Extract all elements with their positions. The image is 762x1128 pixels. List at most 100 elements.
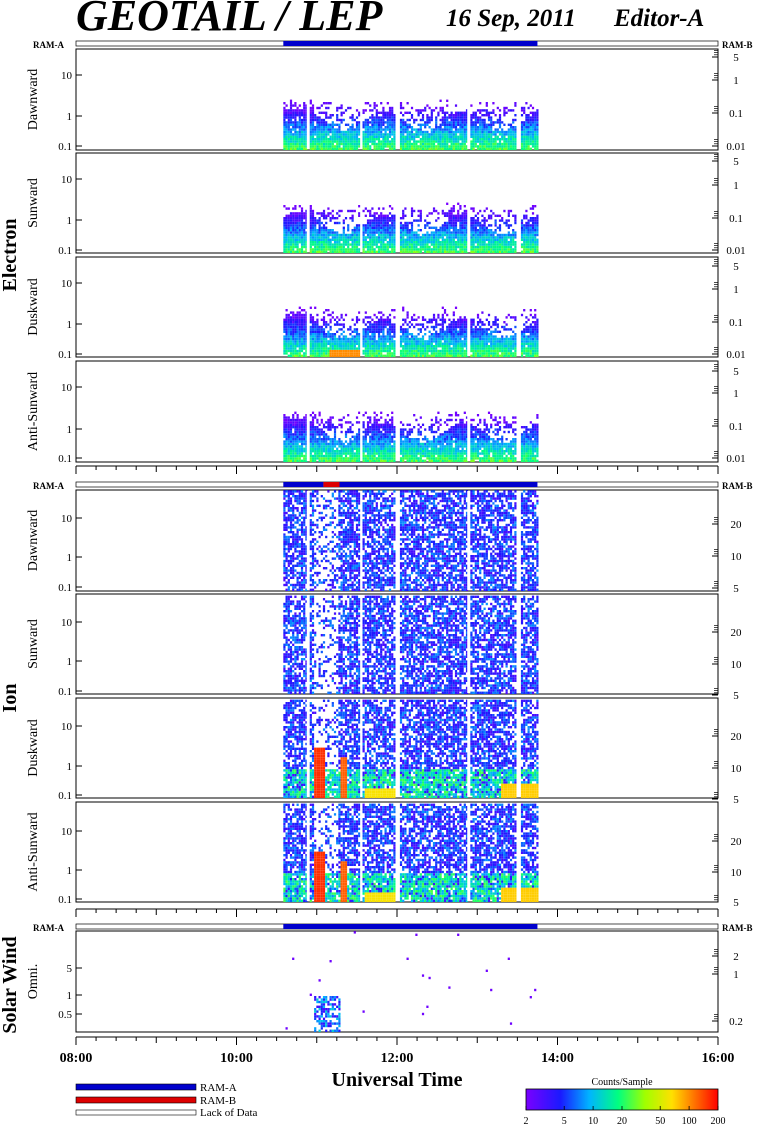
heatmap-cell xyxy=(488,133,490,135)
heatmap-cell xyxy=(303,246,305,248)
heatmap-cell xyxy=(292,236,294,238)
heatmap-cell xyxy=(332,136,334,138)
heatmap-cell xyxy=(319,227,321,229)
heatmap-cell xyxy=(473,248,475,250)
heatmap-cell xyxy=(431,248,433,250)
heatmap-cell xyxy=(301,345,303,347)
heatmap-cell xyxy=(352,217,354,219)
heatmap-cell xyxy=(473,227,475,229)
heatmap-cell xyxy=(358,229,360,231)
heatmap-cell xyxy=(312,234,314,236)
heatmap-cell xyxy=(475,116,477,118)
heatmap-cell xyxy=(288,219,290,221)
heatmap-cell xyxy=(376,104,378,106)
heatmap-cell xyxy=(424,145,426,147)
heatmap-cell xyxy=(332,229,334,231)
heatmap-cell xyxy=(523,227,525,229)
heatmap-cell xyxy=(323,131,325,133)
heatmap-cell xyxy=(330,343,332,345)
heatmap-cell xyxy=(323,323,325,325)
heatmap-cell xyxy=(477,239,479,241)
heatmap-cell xyxy=(301,207,303,209)
heatmap-cell xyxy=(352,114,354,116)
heatmap-cell xyxy=(332,246,334,248)
heatmap-cell xyxy=(521,251,523,253)
heatmap-cell xyxy=(470,234,472,236)
heatmap-cell xyxy=(374,143,376,145)
heatmap-cell xyxy=(420,210,422,212)
heatmap-cell xyxy=(294,246,296,248)
heatmap-cell xyxy=(536,109,538,111)
heatmap-cell xyxy=(459,116,461,118)
heatmap-cell xyxy=(446,224,448,226)
heatmap-cell xyxy=(477,231,479,233)
heatmap-cell xyxy=(418,145,420,147)
heatmap-cell xyxy=(497,239,499,241)
heatmap-cell xyxy=(310,321,312,323)
heatmap-cell xyxy=(299,124,301,126)
heatmap-cell xyxy=(365,121,367,123)
heatmap-cell xyxy=(402,136,404,138)
heatmap-cell xyxy=(371,239,373,241)
heatmap-cell xyxy=(464,114,466,116)
heatmap-cell xyxy=(292,350,294,352)
heatmap-cell xyxy=(536,124,538,126)
heatmap-cell xyxy=(437,243,439,245)
heatmap-cell xyxy=(400,148,402,150)
heatmap-cell xyxy=(462,243,464,245)
heatmap-cell xyxy=(431,236,433,238)
heatmap-cell xyxy=(400,217,402,219)
heatmap-cell xyxy=(319,133,321,135)
heatmap-cell xyxy=(404,112,406,114)
heatmap-cell xyxy=(512,121,514,123)
heatmap-cell xyxy=(444,227,446,229)
heatmap-cell xyxy=(352,126,354,128)
heatmap-cell xyxy=(319,345,321,347)
heatmap-cell xyxy=(497,121,499,123)
heatmap-cell xyxy=(301,119,303,121)
heatmap-cell xyxy=(418,133,420,135)
heatmap-cell xyxy=(297,311,299,313)
heatmap-cell xyxy=(382,222,384,224)
left-tick-label: 1 xyxy=(67,111,73,123)
heatmap-cell xyxy=(492,131,494,133)
heatmap-cell xyxy=(332,311,334,313)
heatmap-cell xyxy=(536,217,538,219)
heatmap-cell xyxy=(319,246,321,248)
heatmap-cell xyxy=(330,355,332,357)
heatmap-cell xyxy=(486,234,488,236)
heatmap-cell xyxy=(455,222,457,224)
heatmap-cell xyxy=(418,112,420,114)
heatmap-cell xyxy=(297,136,299,138)
heatmap-cell xyxy=(413,140,415,142)
heatmap-cell xyxy=(464,131,466,133)
heatmap-cell xyxy=(490,148,492,150)
heatmap-cell xyxy=(358,231,360,233)
heatmap-cell xyxy=(512,248,514,250)
heatmap-cell xyxy=(523,136,525,138)
heatmap-cell xyxy=(312,222,314,224)
heatmap-cell xyxy=(435,133,437,135)
heatmap-cell xyxy=(488,114,490,116)
heatmap-cell xyxy=(369,140,371,142)
heatmap-cell xyxy=(488,131,490,133)
heatmap-cell xyxy=(512,119,514,121)
heatmap-cell xyxy=(299,236,301,238)
heatmap-cell xyxy=(479,140,481,142)
heatmap-cell xyxy=(490,251,492,253)
heatmap-cell xyxy=(451,248,453,250)
heatmap-cell xyxy=(327,229,329,231)
heatmap-cell xyxy=(288,207,290,209)
heatmap-cell xyxy=(283,138,285,140)
heatmap-cell xyxy=(492,148,494,150)
heatmap-cell xyxy=(319,217,321,219)
heatmap-cell xyxy=(380,219,382,221)
heatmap-cell xyxy=(464,119,466,121)
heatmap-cell xyxy=(283,241,285,243)
heatmap-cell xyxy=(299,143,301,145)
heatmap-cell xyxy=(506,131,508,133)
heatmap-cell xyxy=(319,338,321,340)
heatmap-cell xyxy=(475,236,477,238)
heatmap-cell xyxy=(323,343,325,345)
heatmap-cell xyxy=(310,241,312,243)
